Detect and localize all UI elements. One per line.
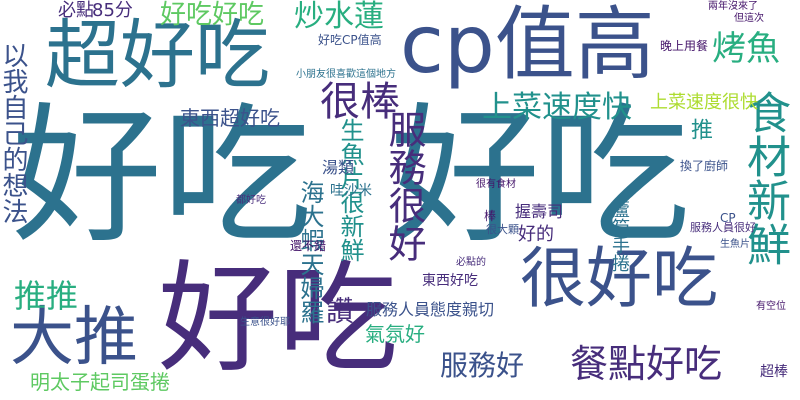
word-push: 推 xyxy=(687,118,712,140)
word-haochi-bottom: 好吃 xyxy=(158,250,398,389)
word-friendly-staff: 服務人員態度親切 xyxy=(366,300,495,319)
word-mentaiko-cheese-omelet: 明太子起司蛋捲 xyxy=(30,370,170,394)
word-85-points: 85分 xyxy=(92,0,133,21)
word-kids-like-place: 小朋友很喜歡這個地方 xyxy=(296,69,396,80)
word-asparagus-handroll: 蘆筍手捲 xyxy=(609,200,630,272)
word-cp-high: cp值高 xyxy=(400,0,655,91)
word-evening-dining: 晚上用餐 xyxy=(660,39,709,53)
word-has-ingredients: 很有食材 xyxy=(476,179,516,190)
word-soups: 湯類 xyxy=(322,158,355,177)
word-cp: CP xyxy=(720,211,736,225)
word-sashimi: 生魚片 xyxy=(720,239,750,250)
word-very-tasty: 很好吃 xyxy=(520,240,718,317)
word-chef-changed: 換了廚師 xyxy=(680,159,729,173)
word-grilled-fish: 烤魚 xyxy=(712,29,780,69)
word-meal-tasty: 餐點好吃 xyxy=(570,342,723,386)
word-very-fast-serving: 上菜速度很快 xyxy=(650,92,758,113)
word-tasty-tasty: 好吃好吃 xyxy=(160,0,265,30)
word-very-good: 很棒 xyxy=(320,79,400,125)
word-nigiri: 握壽司 xyxy=(515,202,564,221)
word-shrimp-tempura: 海大蝦天婦羅 xyxy=(296,180,324,324)
word-awesome: 超棒 xyxy=(760,364,788,380)
word-staff-very-good: 服務人員很好 xyxy=(690,221,756,234)
word-wasabi: 哇沙米 xyxy=(330,183,372,199)
word-service-very-good: 服務很好 xyxy=(382,110,426,262)
word-must-order-2: 必點的 xyxy=(456,257,486,268)
word-things-super-tasty: 東西超好吃 xyxy=(180,106,280,130)
word-my-own-idea: 以我自己的想法 xyxy=(0,42,28,224)
word-super-tasty: 超好吃 xyxy=(45,11,271,99)
word-fresh-ingredients: 食材新鮮 xyxy=(739,90,790,266)
word-good-service: 服務好 xyxy=(440,349,525,382)
word-praise: 讚 xyxy=(322,296,355,324)
word-haochi-right: 好吃 xyxy=(390,90,691,264)
word-very-big: 很大顆 xyxy=(486,223,519,236)
word-stirfry-water-lotus: 炒水蓮 xyxy=(294,0,384,34)
word-has-seat: 有空位 xyxy=(756,301,786,312)
word-must-order: 必點 xyxy=(58,0,94,21)
word-business-good: 生意很好耶 xyxy=(240,317,290,328)
word-things-tasty: 東西好吃 xyxy=(422,273,478,289)
word-not-bad: 還不錯 xyxy=(290,239,327,253)
word-push-push: 推推 xyxy=(14,277,79,315)
word-fast-serving: 上菜速度快 xyxy=(482,90,632,125)
word-tasty-cp-high: 好吃CP值高 xyxy=(318,33,382,47)
word-all-tasty: 都好吃 xyxy=(236,195,266,206)
word-good: 好的 xyxy=(518,224,554,245)
word-two-years: 兩年沒來了 xyxy=(708,1,758,12)
word-big-push: 大推 xyxy=(10,301,138,375)
word-good-atmosphere: 氣氛好 xyxy=(365,322,425,346)
word-stick: 棒 xyxy=(484,209,497,223)
word-haochi-left: 好吃 xyxy=(12,90,313,264)
word-fresh-sashimi: 生魚片很新鮮 xyxy=(336,118,364,262)
word-but-this-time: 但這次 xyxy=(734,13,764,24)
